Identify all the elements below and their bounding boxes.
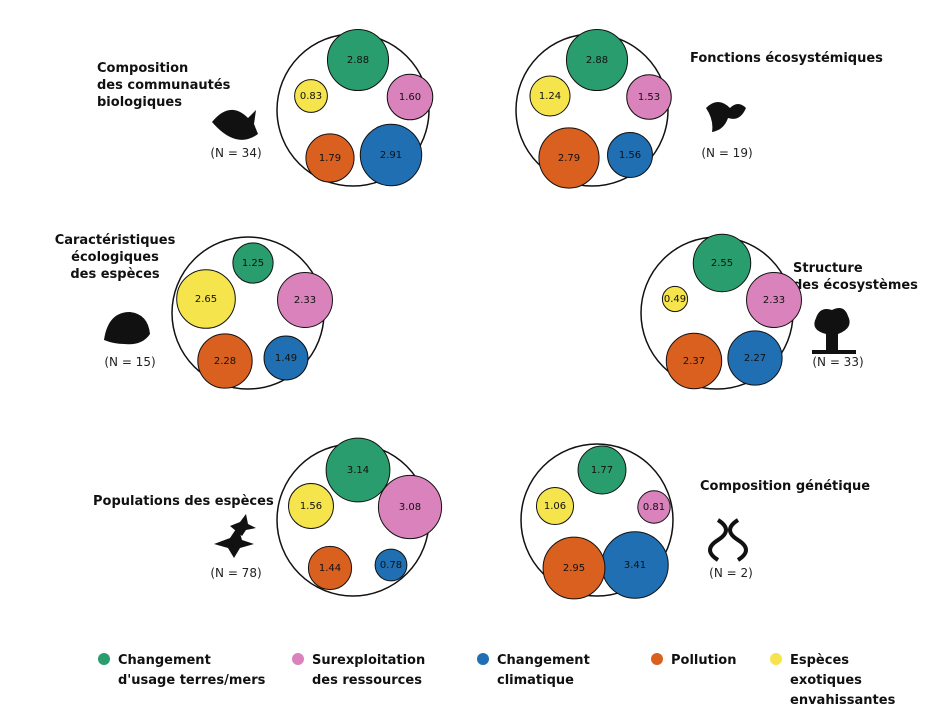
value-label: 0.78 [380,560,402,571]
value-label: 3.08 [399,502,421,513]
bubble [727,330,783,386]
bubble [565,28,629,92]
bubble [294,79,328,113]
value-label: 1.56 [619,150,641,161]
icons [104,102,856,562]
legend-dot [477,653,489,665]
value-label: 1.06 [544,501,566,512]
value-label: 1.49 [275,353,297,364]
value-label: 0.83 [300,91,322,102]
value-label: 0.49 [664,294,686,305]
group-title: Structure des écosystèmes [793,261,918,293]
n-label: (N = 15) [104,355,155,369]
value-label: 1.24 [539,91,561,102]
bubble [577,445,627,495]
bubble [692,233,752,293]
value-label: 1.53 [638,92,660,103]
bubble [542,536,606,600]
bubble [665,332,723,390]
group-title: Populations des espèces [93,494,274,509]
group-circle [520,443,674,597]
bubble [307,545,353,591]
bubble [374,548,408,582]
group-title: Caractéristiques écologiques des espèces [55,233,176,282]
legend-label: Pollution [671,653,736,668]
value-label: 1.77 [591,465,613,476]
n-label: (N = 33) [812,355,863,369]
value-label: 2.27 [744,353,766,364]
icon-bee [706,102,746,132]
bubble [377,474,443,540]
value-label: 2.55 [711,258,733,269]
bubble [359,123,423,187]
group-title: Composition génétique [700,479,870,494]
bubble [176,269,236,329]
value-label: 3.41 [624,560,646,571]
legend-dot [98,653,110,665]
bubble [305,133,355,183]
value-label: 0.81 [643,502,665,513]
value-label: 1.56 [300,501,322,512]
group-title: Composition des communautés biologiques [97,61,231,110]
icon-bird [104,312,150,345]
bubble [535,486,575,526]
legend-dot [651,653,663,665]
bubble [538,127,600,189]
bubble [661,285,689,313]
value-label: 2.95 [563,563,585,574]
bubble [529,75,571,117]
value-label: 2.37 [683,356,705,367]
icon-fish [212,109,258,140]
value-label: 2.79 [558,153,580,164]
value-label: 2.88 [586,55,608,66]
n-label: (N = 78) [210,566,261,580]
bubble [277,272,333,328]
n-label: (N = 34) [210,146,261,160]
value-label: 3.14 [347,465,369,476]
legend-dot [770,653,782,665]
value-label: 1.25 [242,258,264,269]
value-label: 2.88 [347,55,369,66]
value-label: 2.28 [214,356,236,367]
icon-tree [812,308,856,354]
value-label: 2.33 [763,295,785,306]
value-label: 2.33 [294,295,316,306]
legend-label: Espèces exotiques envahissantes [790,653,896,708]
bubble [263,335,309,381]
legend-dot [292,653,304,665]
bubble [386,73,434,121]
value-label: 1.44 [319,563,341,574]
icon-birds [214,514,256,558]
legend-label: Surexploitation des ressources [312,653,425,688]
icon-dna [708,518,748,562]
legend-label: Changement d'usage terres/mers [118,653,266,688]
n-label: (N = 2) [709,566,753,580]
n-label: (N = 19) [701,146,752,160]
bubble [626,74,672,120]
bubble [325,437,391,503]
value-label: 1.60 [399,92,421,103]
legend-label: Changement climatique [497,653,590,688]
bubble [288,483,334,529]
bubble [746,272,802,328]
bubble [607,132,653,178]
group-title: Fonctions écosystémiques [690,51,883,66]
bubble [637,490,671,524]
value-label: 2.65 [195,294,217,305]
value-label: 2.91 [380,150,402,161]
bubble [326,28,390,92]
bubble [197,333,253,389]
value-label: 1.79 [319,153,341,164]
bubble [232,242,274,284]
